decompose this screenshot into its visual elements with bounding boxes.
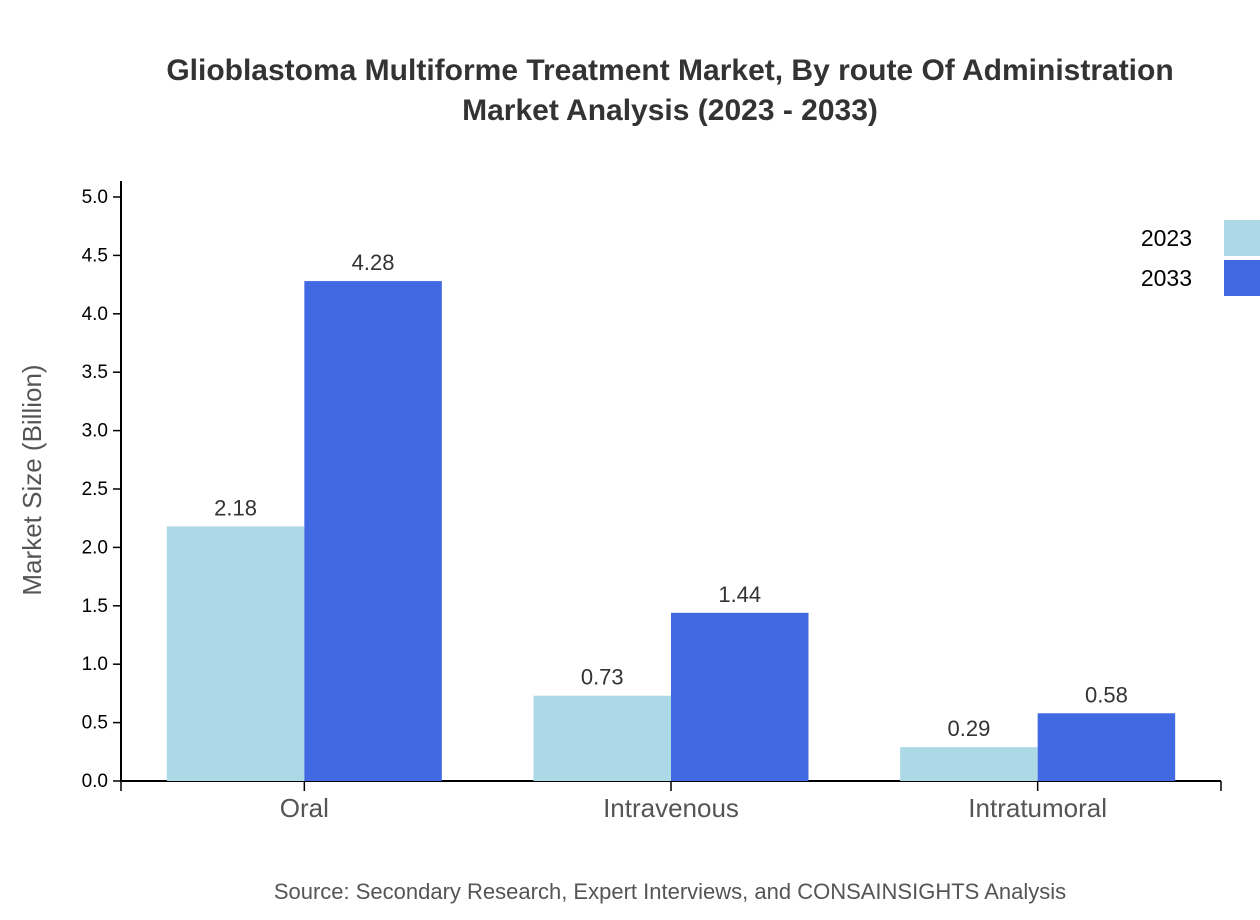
data-label: 4.28: [352, 250, 395, 275]
bar-2033-intratumoral: [1037, 713, 1176, 781]
y-tick-label: 4.0: [82, 304, 108, 325]
y-tick-label: 2.0: [82, 537, 108, 558]
chart-subtitle: Market Analysis (2023 - 2033): [462, 94, 878, 127]
y-axis: 0.0 0.5 1.0 1.5 2.0 2.5 3.0 3.5 4.0 4.5 5.0: [82, 181, 122, 792]
data-label: 0.29: [948, 716, 991, 741]
y-tick-label: 1.5: [82, 596, 108, 617]
legend-label: 2023: [1141, 225, 1192, 251]
legend-label: 2033: [1141, 265, 1192, 291]
y-tick-label: 3.5: [82, 362, 108, 383]
y-tick-label: 0.5: [82, 713, 108, 734]
x-tick-label: Intratumoral: [968, 793, 1107, 823]
bar-2033-oral: [304, 281, 442, 781]
x-tick-label: Oral: [280, 793, 329, 823]
data-label: 1.44: [718, 582, 761, 607]
bar-2033-intravenous: [671, 612, 809, 781]
y-tick-label: 3.0: [82, 421, 108, 442]
y-tick-label: 5.0: [82, 187, 108, 208]
x-tick-label: Intravenous: [603, 793, 739, 823]
x-axis: Oral Intravenous Intratumoral: [120, 780, 1222, 823]
bar-2023-intravenous: [533, 695, 671, 781]
y-tick-label: 4.5: [82, 245, 108, 266]
legend-swatch-2033: [1224, 260, 1260, 296]
y-tick-label: 1.0: [82, 654, 108, 675]
y-tick-label: 2.5: [82, 479, 108, 500]
bar-2023-intratumoral: [900, 747, 1038, 781]
y-axis-label: Market Size (Billion): [17, 364, 47, 595]
data-label: 0.73: [581, 665, 624, 690]
legend-swatch-2023: [1224, 220, 1260, 256]
chart-title: Glioblastoma Multiforme Treatment Market…: [166, 54, 1173, 87]
source-note: Source: Secondary Research, Expert Inter…: [274, 879, 1066, 904]
legend: 2023 2033: [1141, 220, 1260, 296]
bars: 2.18 4.28 0.73 1.44 0.29 0.58: [166, 250, 1176, 781]
data-label: 0.58: [1085, 682, 1128, 707]
data-label: 2.18: [214, 495, 257, 520]
bar-2023-oral: [166, 526, 305, 781]
y-tick-label: 0.0: [82, 771, 108, 792]
